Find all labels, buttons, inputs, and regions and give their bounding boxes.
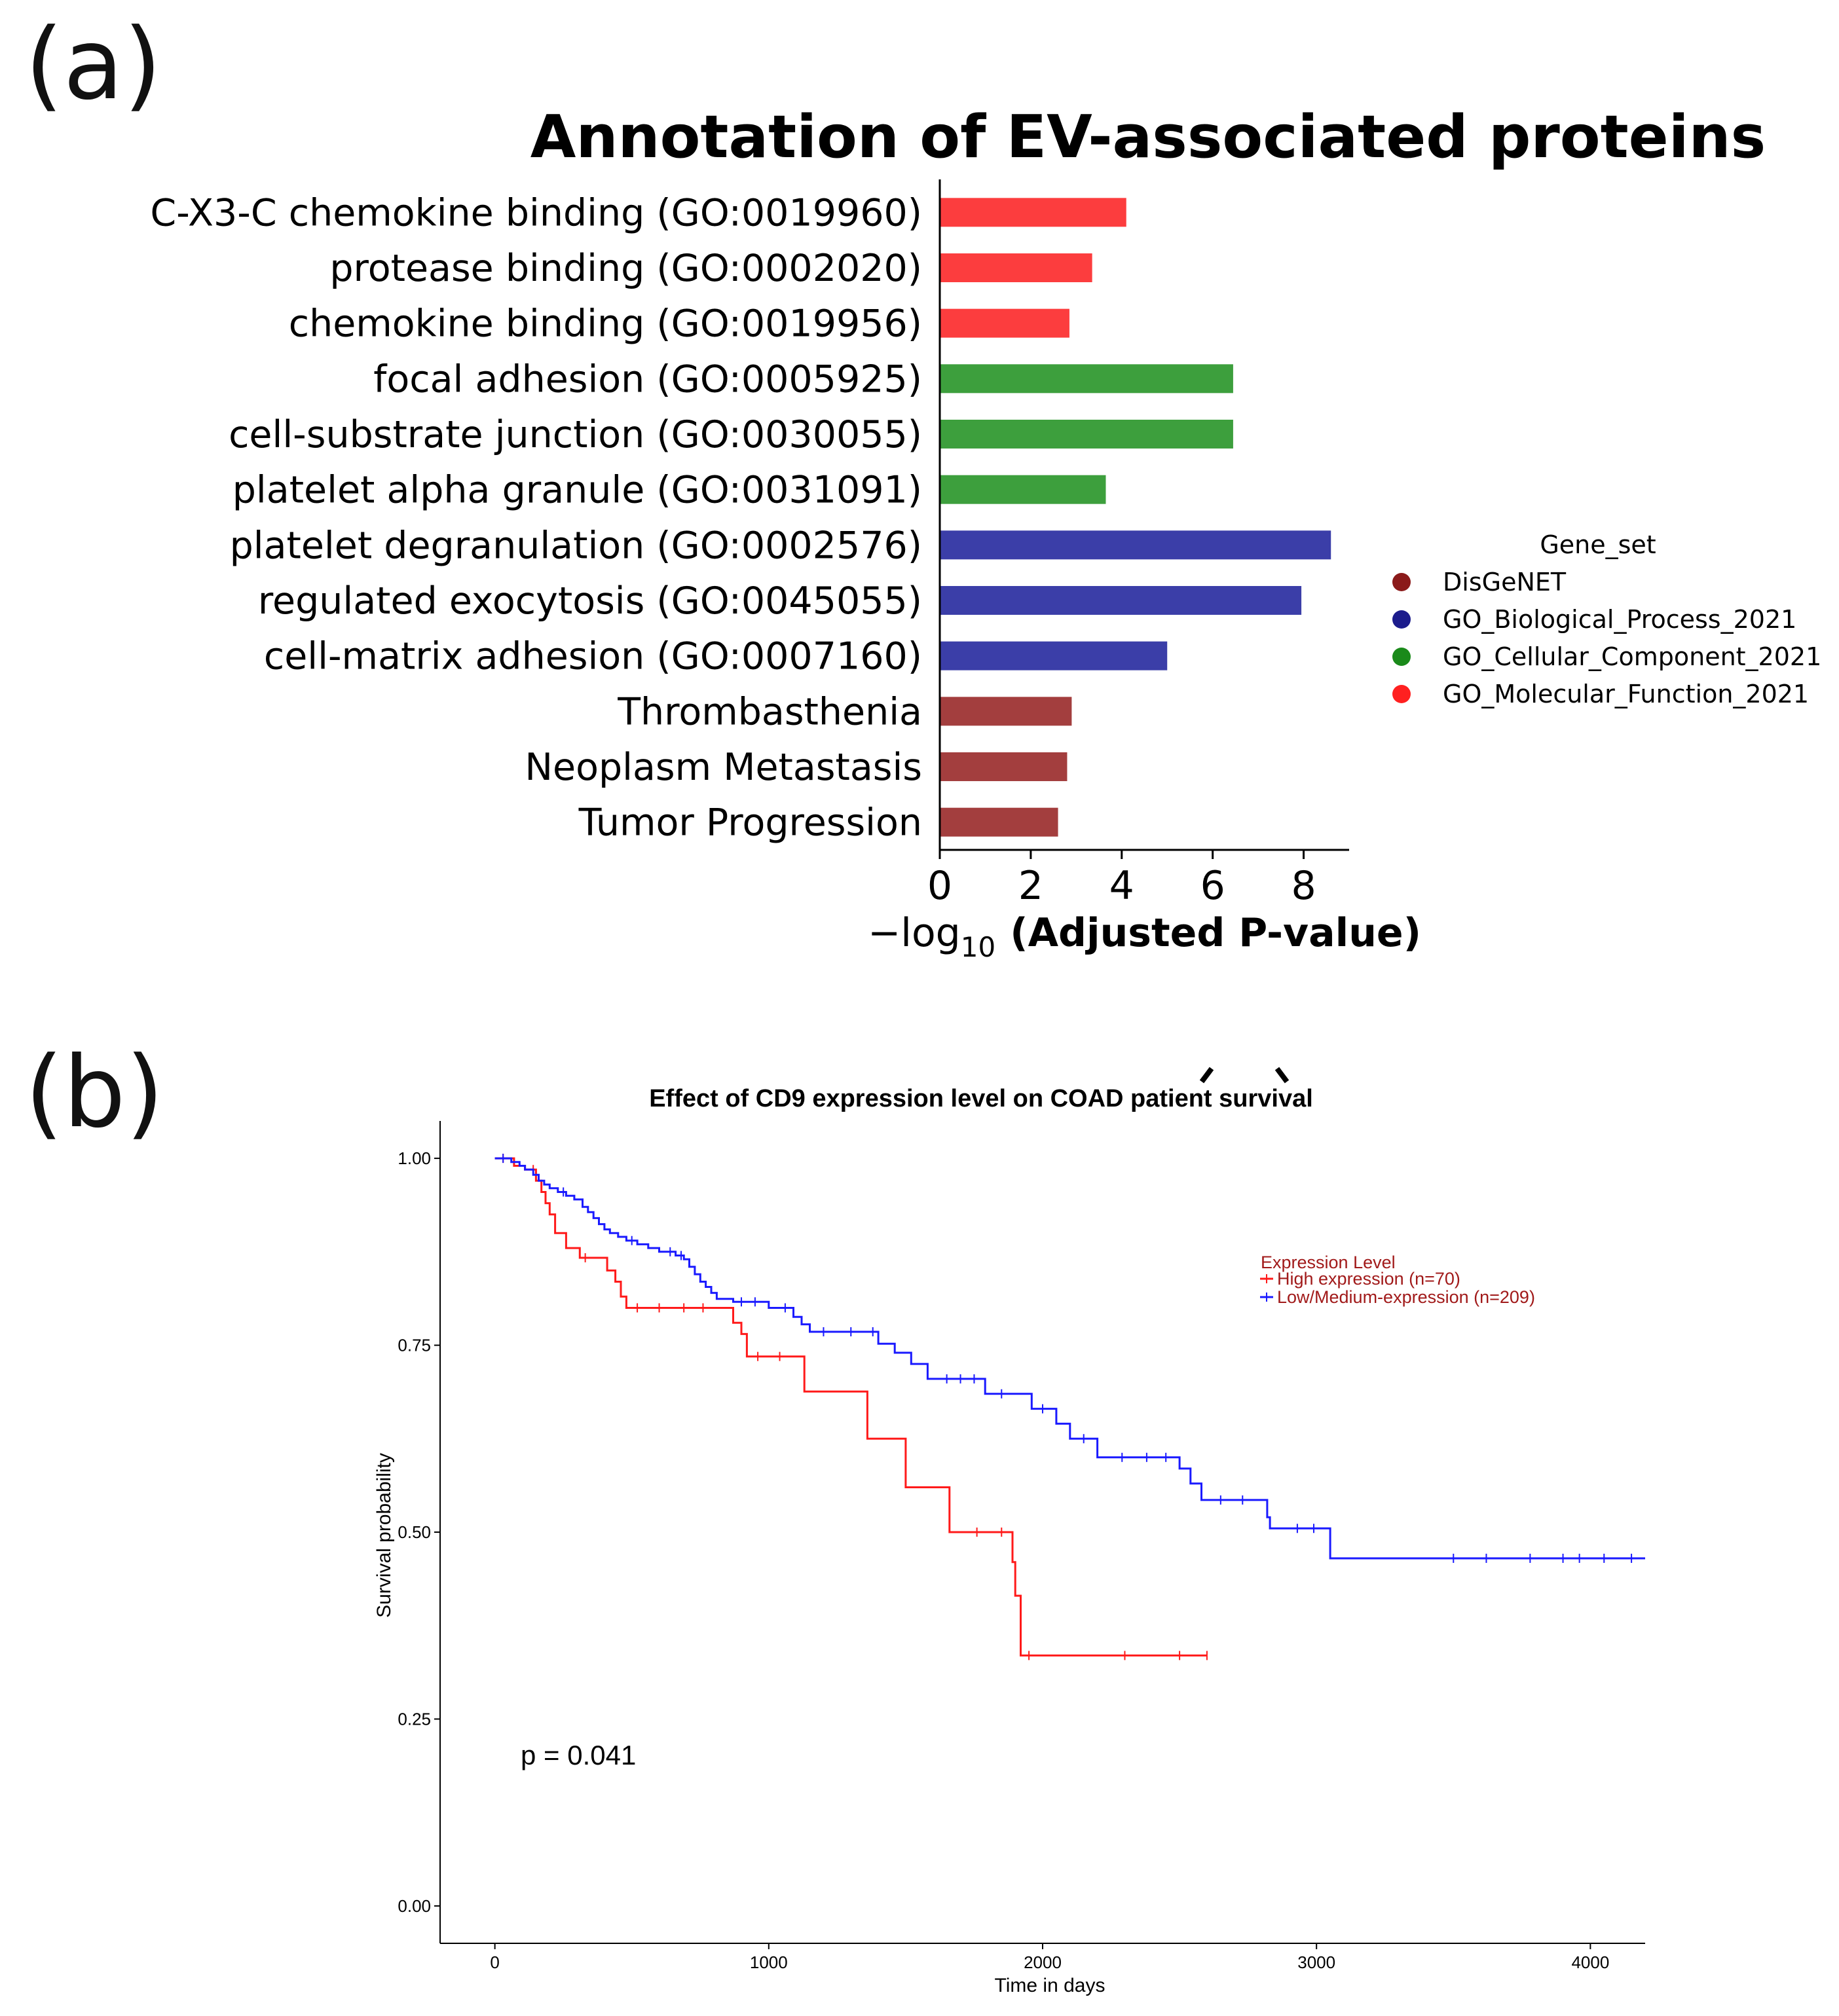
x-tick-label: 0	[927, 863, 952, 909]
x-axis-label: Time in days	[995, 1975, 1105, 1996]
bar	[940, 475, 1106, 504]
legend-marker	[1392, 685, 1411, 703]
legend-label: Low/Medium-expression (n=209)	[1277, 1287, 1535, 1307]
legend-marker	[1392, 610, 1411, 629]
legend: Gene_set DisGeNET GO_Biological_Process_2…	[1392, 530, 1821, 708]
legend-entries: High expression (n=70)Low/Medium-express…	[1260, 1269, 1535, 1307]
x-axis-label-prefix: −log	[868, 910, 961, 956]
category-label: cell-matrix adhesion (GO:0007160)	[264, 635, 922, 678]
panel-label-b: (b)	[25, 1036, 164, 1150]
bar	[940, 807, 1058, 837]
x-tick-label: 1000	[750, 1952, 788, 1972]
legend-label: DisGeNET	[1443, 568, 1567, 596]
y-tick-label: 0.50	[398, 1522, 431, 1542]
x-tick-label: 2000	[1024, 1952, 1062, 1972]
legend-title: Expression Level	[1261, 1253, 1396, 1272]
x-tick-label: 2	[1018, 863, 1043, 909]
bar	[940, 641, 1168, 670]
category-label: regulated exocytosis (GO:0045055)	[258, 579, 922, 623]
bar	[940, 586, 1302, 615]
x-ticks: 0 1000 2000 3000 4000	[490, 1943, 1609, 1972]
category-label: C-X3-C chemokine binding (GO:0019960)	[150, 191, 922, 234]
category-label: protease binding (GO:0002020)	[329, 247, 922, 290]
category-label: platelet degranulation (GO:0002576)	[230, 524, 922, 567]
y-tick-label: 0.75	[398, 1336, 431, 1355]
panel-label-a: (a)	[25, 8, 162, 122]
x-tick-label: 6	[1200, 863, 1225, 909]
bar-series	[940, 198, 1331, 837]
legend-marker	[1392, 573, 1411, 591]
survival-curves	[494, 1154, 1645, 1660]
decorative-mark-right	[1274, 1067, 1290, 1084]
survival-chart-title: Effect of CD9 expression level on COAD p…	[649, 1085, 1313, 1112]
y-tick-label: 1.00	[398, 1148, 431, 1168]
bar-chart: Annotation of EV-associated proteins C-X…	[150, 103, 1821, 963]
y-tick-label: 0.00	[398, 1896, 431, 1916]
x-tick-label: 4	[1109, 863, 1134, 909]
survival-curve	[494, 1157, 1207, 1657]
x-tick-label: 4000	[1571, 1952, 1609, 1972]
legend: Expression Level High expression (n=70)L…	[1260, 1253, 1535, 1307]
legend-entries: DisGeNET GO_Biological_Process_2021 GO_Cel…	[1392, 568, 1821, 708]
x-tick-label: 0	[490, 1952, 499, 1972]
bar	[940, 752, 1068, 781]
x-ticks: 0 2 4 6 8	[927, 850, 1316, 909]
legend-label: GO_Molecular_Function_2021	[1443, 680, 1809, 708]
x-axis-label-subscript: 10	[961, 931, 995, 963]
category-label: Tumor Progression	[578, 801, 922, 845]
decorative-mark-left	[1199, 1067, 1214, 1084]
x-tick-label: 8	[1291, 863, 1316, 909]
legend-label: GO_Cellular_Component_2021	[1443, 642, 1821, 671]
category-label: cell-substrate junction (GO:0030055)	[229, 413, 922, 456]
bar	[940, 198, 1126, 227]
y-tick-label: 0.25	[398, 1709, 431, 1729]
category-label: focal adhesion (GO:0005925)	[373, 357, 922, 401]
x-tick-label: 3000	[1297, 1952, 1335, 1972]
bar	[940, 364, 1233, 394]
legend-label: High expression (n=70)	[1277, 1269, 1460, 1289]
category-label: chemokine binding (GO:0019956)	[289, 302, 922, 346]
category-labels: C-X3-C chemokine binding (GO:0019960) pro…	[150, 191, 922, 844]
survival-curve	[494, 1157, 1645, 1560]
x-axis-label: −log10 (Adjusted P-value)	[868, 910, 1421, 963]
p-value-annotation: p = 0.041	[521, 1740, 636, 1770]
legend-marker	[1392, 648, 1411, 666]
bar	[940, 253, 1092, 282]
bar	[940, 530, 1331, 560]
category-label: Thrombasthenia	[617, 690, 922, 733]
category-label: Neoplasm Metastasis	[525, 746, 922, 789]
y-axis-label: Survival probability	[373, 1453, 395, 1618]
legend-title: Gene_set	[1540, 530, 1656, 559]
legend-label: GO_Biological_Process_2021	[1443, 605, 1796, 634]
bar	[940, 420, 1233, 449]
category-label: platelet alpha granule (GO:0031091)	[232, 469, 922, 512]
bar	[940, 308, 1069, 338]
bar-chart-title: Annotation of EV-associated proteins	[530, 103, 1766, 172]
x-axis-label-main: (Adjusted P-value)	[1010, 910, 1421, 956]
y-ticks: 0.00 0.25 0.50 0.75 1.00	[398, 1148, 440, 1916]
bar	[940, 697, 1072, 726]
survival-chart: Effect of CD9 expression level on COAD p…	[373, 1067, 1645, 1996]
